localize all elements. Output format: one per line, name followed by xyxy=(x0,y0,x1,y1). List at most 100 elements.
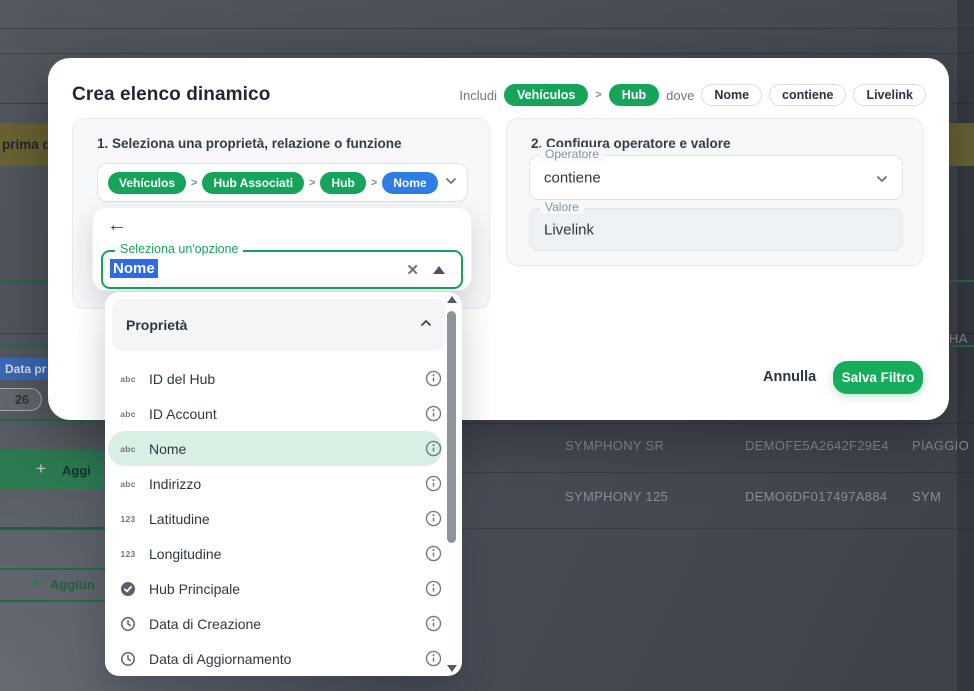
info-icon[interactable] xyxy=(425,650,442,667)
operator-select[interactable]: Operatore contiene xyxy=(529,147,903,200)
option-label: ID del Hub xyxy=(149,370,216,387)
scroll-up-icon[interactable] xyxy=(447,296,457,303)
option-label: Nome xyxy=(149,440,187,457)
info-icon[interactable] xyxy=(425,545,442,562)
count-chip: 26 xyxy=(0,388,42,411)
section-divider xyxy=(0,419,110,421)
row-divider-green xyxy=(0,600,110,602)
chevron-down-icon xyxy=(876,172,888,190)
table-row-divider xyxy=(460,528,974,529)
chevron-down-icon xyxy=(445,174,457,192)
table-cell-code: DEMO6DF017497A884 xyxy=(745,489,888,504)
filter-summary: Includi Vehículos > Hub dove Nome contie… xyxy=(459,83,926,107)
value-input[interactable]: Valore Livelink xyxy=(529,200,903,251)
list-item[interactable]: abc ID Account xyxy=(105,396,442,431)
list-item-selected[interactable]: abc Nome xyxy=(108,431,442,466)
list-item[interactable]: 123 Latitudine xyxy=(105,501,442,536)
chevron-up-icon xyxy=(420,316,432,334)
operator-value: contiene xyxy=(544,169,601,186)
info-icon[interactable] xyxy=(425,370,442,387)
info-icon[interactable] xyxy=(425,440,442,457)
text-type-icon: abc xyxy=(120,443,136,454)
row-divider xyxy=(0,53,974,54)
add-item-link: + Aggiun xyxy=(0,568,110,600)
list-item[interactable]: Data di Creazione xyxy=(105,606,442,641)
chevron-separator: > xyxy=(595,89,602,101)
add-row-button: + Aggi xyxy=(0,450,104,490)
list-item[interactable]: Data di Aggiornamento xyxy=(105,641,442,676)
table-footer-divider xyxy=(0,527,110,530)
summary-prefix: Includi xyxy=(459,87,497,103)
list-item[interactable]: abc ID del Hub xyxy=(105,361,442,396)
data-chip-label: Data pr xyxy=(5,362,47,376)
truncated-cell-text: HA xyxy=(949,331,968,346)
summary-value-chip: Livelink xyxy=(853,84,926,106)
chevron-separator: > xyxy=(370,176,378,189)
option-label: Data di Aggiornamento xyxy=(149,650,292,667)
property-options-list: Proprietà abc ID del Hub abc ID Account … xyxy=(105,292,462,676)
property-path-select[interactable]: Vehículos > Hub Associati > Hub > Nome xyxy=(97,163,468,202)
path-chip-target[interactable]: Hub xyxy=(320,171,366,194)
list-scrollbar[interactable] xyxy=(446,296,458,672)
number-type-icon: 123 xyxy=(120,548,136,559)
table-cell-name: SYMPHONY 125 xyxy=(565,489,669,504)
summary-relation-chip: Hub xyxy=(608,84,660,106)
list-item[interactable]: Hub Principale xyxy=(105,571,442,606)
plus-icon: + xyxy=(36,459,46,478)
info-icon[interactable] xyxy=(425,580,442,597)
text-type-icon: abc xyxy=(120,408,136,419)
scrollbar-thumb[interactable] xyxy=(447,311,456,543)
summary-where-label: dove xyxy=(666,87,695,103)
summary-property-chip: Nome xyxy=(701,84,763,106)
list-item[interactable]: 123 Longitudine xyxy=(105,536,442,571)
list-item[interactable]: abc Indirizzo xyxy=(105,466,442,501)
path-chip-property[interactable]: Nome xyxy=(382,171,438,194)
dialog-title: Crea elenco dinamico xyxy=(72,84,271,105)
info-icon[interactable] xyxy=(425,475,442,492)
path-chip-relation[interactable]: Hub Associati xyxy=(202,171,305,194)
scroll-down-icon[interactable] xyxy=(447,665,457,672)
table-cell-brand: PIAGGIO xyxy=(912,438,970,453)
add-row-label: Aggi xyxy=(62,463,91,478)
clock-icon xyxy=(117,651,139,667)
data-filter-chip: Data pr xyxy=(0,358,57,380)
cancel-button[interactable]: Annulla xyxy=(763,369,817,385)
summary-entity-chip: Vehículos xyxy=(504,84,589,106)
option-label: ID Account xyxy=(149,405,217,422)
option-label: Latitudine xyxy=(149,510,210,527)
text-type-icon: abc xyxy=(120,478,136,489)
add-item-label: Aggiun xyxy=(50,577,95,592)
property-picker-popup: ← Seleziona un'opzione Nome ✕ xyxy=(92,207,472,291)
option-input-label: Seleziona un'opzione xyxy=(115,242,244,256)
collapse-triangle-icon[interactable] xyxy=(433,266,445,274)
option-search-input[interactable]: Seleziona un'opzione Nome ✕ xyxy=(101,242,463,289)
check-circle-icon xyxy=(117,581,139,597)
highlighted-row-label: prima d xyxy=(2,137,51,152)
info-icon[interactable] xyxy=(425,615,442,632)
options-container: abc ID del Hub abc ID Account abc Nome a… xyxy=(105,361,462,676)
option-label: Hub Principale xyxy=(149,580,241,597)
back-arrow-icon[interactable]: ← xyxy=(107,214,127,236)
table-cell-name: SYMPHONY SR xyxy=(565,438,665,453)
text-type-icon: abc xyxy=(120,373,136,384)
table-row-divider xyxy=(460,472,974,473)
operator-value-panel: 2. Configura operatore e valore Operator… xyxy=(506,118,924,266)
row-divider xyxy=(0,28,974,29)
info-icon[interactable] xyxy=(425,510,442,527)
group-header-properties[interactable]: Proprietà xyxy=(112,299,446,351)
section1-title: 1. Seleziona una proprietà, relazione o … xyxy=(97,136,402,151)
plus-icon: + xyxy=(30,574,39,591)
path-chip-entity[interactable]: Vehículos xyxy=(108,171,187,194)
option-label: Data di Creazione xyxy=(149,615,262,632)
save-filter-button[interactable]: Salva Filtro xyxy=(833,361,923,394)
table-cell-code: DEMOFE5A2642F29E4 xyxy=(745,438,889,453)
value-label: Valore xyxy=(540,200,584,214)
number-type-icon: 123 xyxy=(120,513,136,524)
count-chip-label: 26 xyxy=(15,392,29,407)
clear-icon[interactable]: ✕ xyxy=(406,262,419,279)
chevron-separator: > xyxy=(309,176,316,189)
clock-icon xyxy=(117,616,139,632)
option-input-value: Nome xyxy=(110,259,158,278)
info-icon[interactable] xyxy=(425,405,442,422)
row-divider-green xyxy=(0,568,110,570)
